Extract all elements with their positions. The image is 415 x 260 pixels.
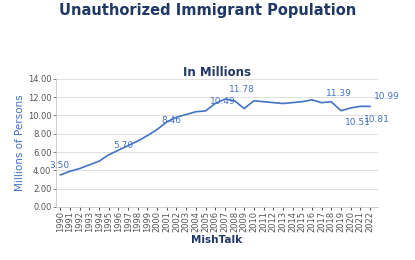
Text: 5.70: 5.70 [113,141,133,150]
Text: 8.46: 8.46 [161,115,181,125]
Y-axis label: Millions of Persons: Millions of Persons [15,95,25,191]
Text: 10.49: 10.49 [210,97,235,106]
Text: 10.81: 10.81 [364,115,391,124]
Text: 10.51: 10.51 [345,118,371,127]
Text: Unauthorized Immigrant Population: Unauthorized Immigrant Population [59,3,356,18]
Title: In Millions: In Millions [183,66,251,79]
X-axis label: MishTalk: MishTalk [191,235,242,245]
Text: 3.50: 3.50 [49,161,69,170]
Text: 10.99: 10.99 [374,92,400,101]
Text: 11.78: 11.78 [229,85,255,94]
Text: 11.39: 11.39 [326,89,352,98]
